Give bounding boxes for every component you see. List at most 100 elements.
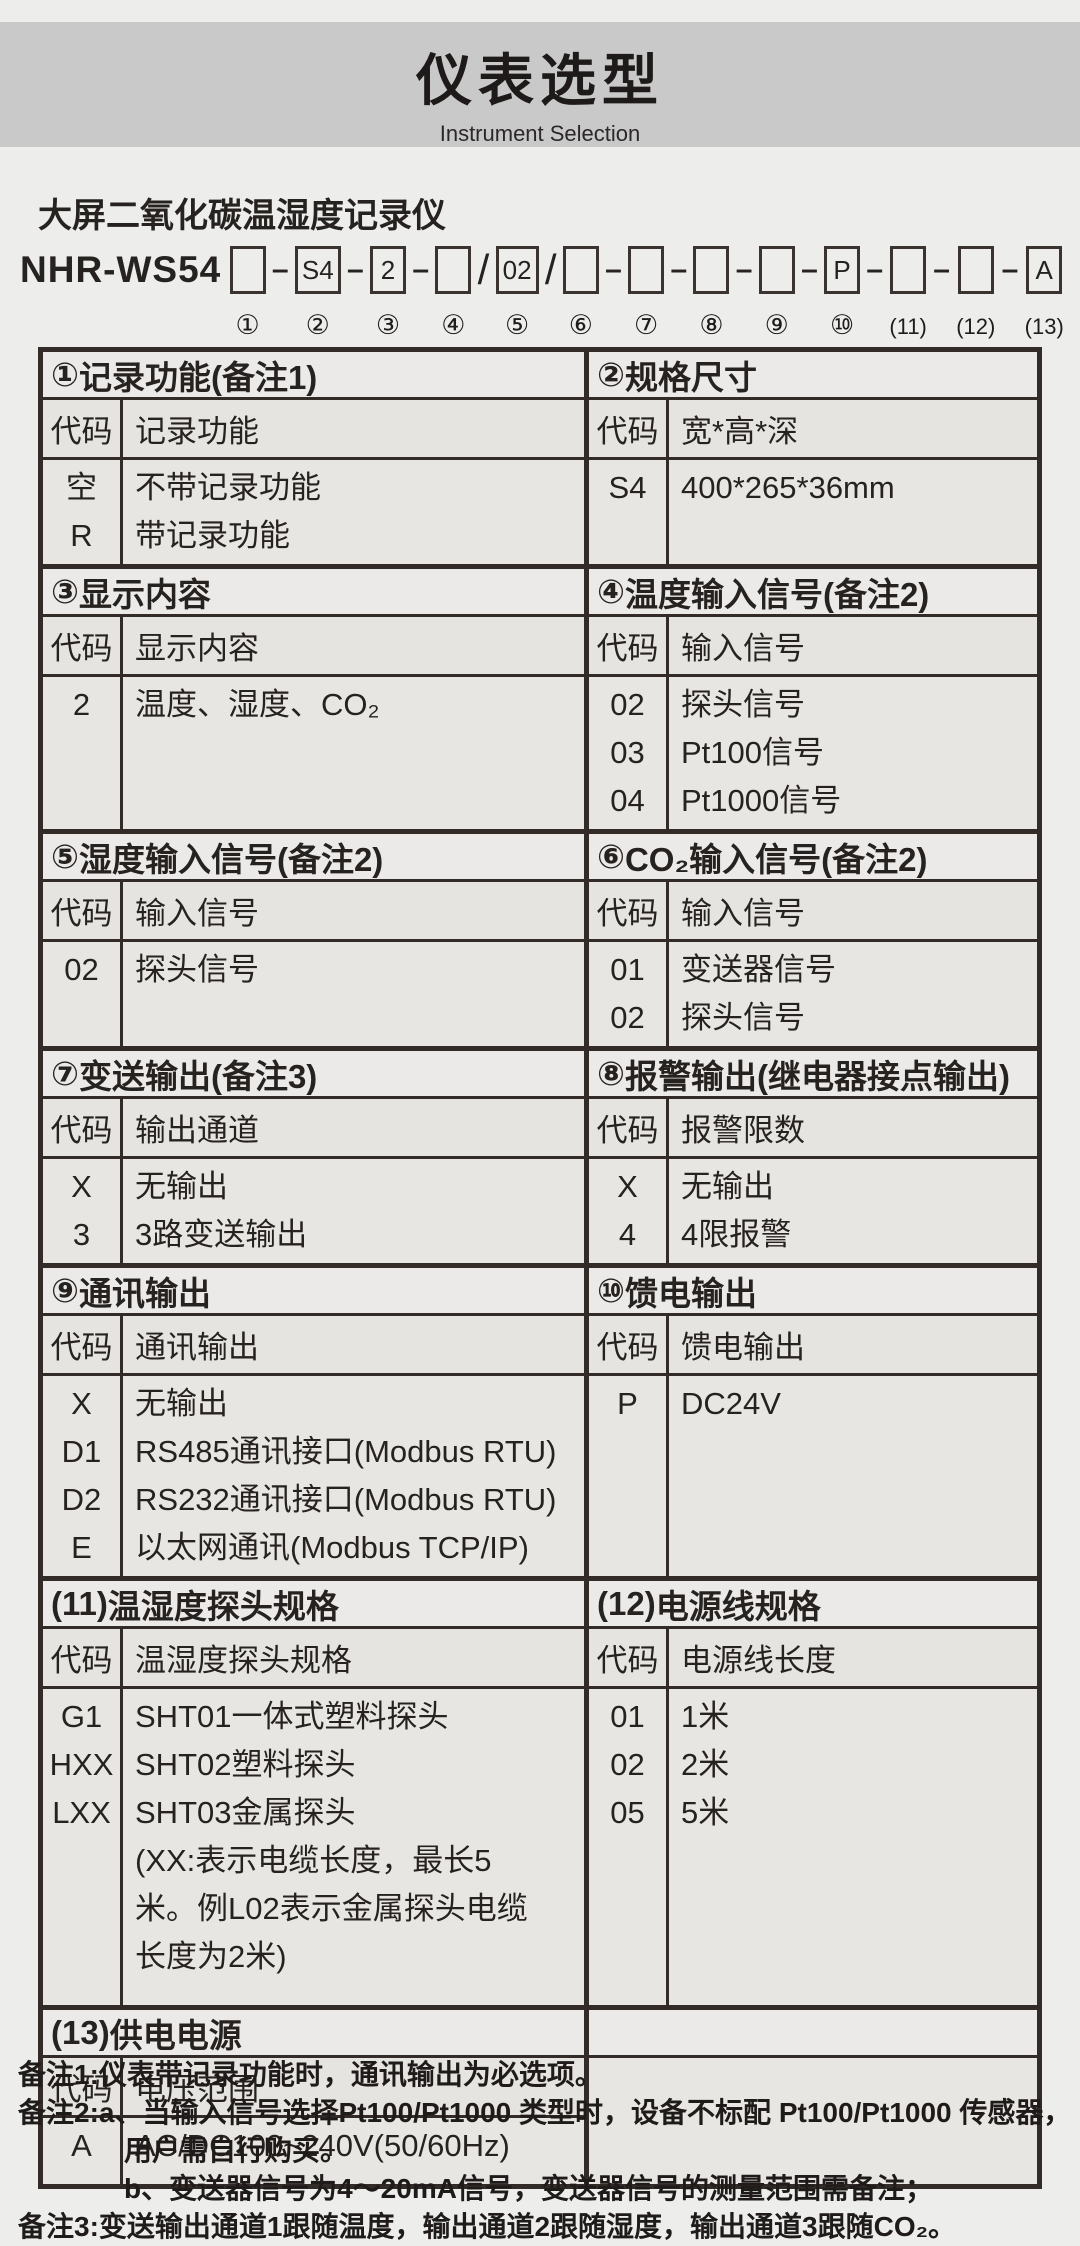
section-title-text: 记录功能(备注1) xyxy=(78,358,318,396)
table-section: (13) 供电电源 代码 电压范围 A AC/DC100~240V(50/60Hz) xyxy=(43,2010,589,2184)
section-data: A AC/DC100~240V(50/60Hz) xyxy=(43,2118,584,2184)
code-value: 2 xyxy=(72,687,91,722)
desc-value: 不带记录功能 xyxy=(135,470,321,505)
desc-value: 2米 xyxy=(681,1747,730,1782)
model-code-box xyxy=(957,246,994,294)
section-column-headers: 代码 电源线长度 xyxy=(589,1629,1037,1689)
model-segment: S4 ② xyxy=(294,246,341,341)
model-code-box: 02 xyxy=(495,246,539,294)
table-section: ⑧ 报警输出(继电器接点输出) 代码 报警限数 X 4 无输出 4限报警 xyxy=(589,1051,1037,1263)
code-column-header: 代码 xyxy=(43,1629,123,1686)
code-cell: 02 xyxy=(43,942,123,1046)
code-column-header: 代码 xyxy=(43,882,123,939)
desc-value: 无输出 xyxy=(135,1169,228,1204)
code-cell: P xyxy=(589,1376,669,1576)
desc-value: AC/DC100~240V(50/60Hz) xyxy=(135,2128,510,2163)
model-segment-label: (13) xyxy=(1024,314,1064,339)
model-segment-label: ② xyxy=(305,310,330,340)
code-value: X xyxy=(617,1169,638,1204)
section-number: ⑧ xyxy=(597,1055,625,1092)
section-column-headers: 代码 电压范围 xyxy=(43,2058,584,2118)
table-section: ⑨ 通讯输出 代码 通讯输出 X D1 D2 E 无输出 RS485通讯接口(Modbus RTU… xyxy=(43,1268,589,1576)
code-value: X xyxy=(71,1386,92,1421)
desc-value: Pt100信号 xyxy=(681,735,825,770)
code-value: 3 xyxy=(72,1217,91,1252)
desc-value: 探头信号 xyxy=(681,1000,805,1035)
code-cell: A xyxy=(43,2118,123,2184)
code-cell: 2 xyxy=(43,677,123,829)
code-value: 03 xyxy=(610,735,645,770)
section-data: 空 R 不带记录功能 带记录功能 xyxy=(43,460,584,564)
model-segment-label: ⑩ xyxy=(829,310,855,340)
page-title: 仪表选型 xyxy=(416,49,664,112)
table-section: ④ 温度输入信号(备注2) 代码 输入信号 02 03 04 探头信号 Pt100信号 Pt100… xyxy=(589,569,1037,829)
code-value: 05 xyxy=(610,1795,645,1830)
section-column-headers: 代码 输入信号 xyxy=(43,882,584,942)
section-title: (11) 温湿度探头规格 xyxy=(43,1581,584,1629)
desc-column-header: 温湿度探头规格 xyxy=(135,1643,352,1678)
desc-value: 变送器信号 xyxy=(681,952,836,987)
table-band: ⑨ 通讯输出 代码 通讯输出 X D1 D2 E 无输出 RS485通讯接口(Modbus RTU… xyxy=(43,1268,1037,1581)
desc-value: 5米 xyxy=(681,1795,730,1830)
desc-column-header: 输入信号 xyxy=(135,896,259,931)
code-value: P xyxy=(617,1386,638,1421)
table-section: ⑥ CO₂输入信号(备注2) 代码 输入信号 01 02 变送器信号 探头信号 xyxy=(589,834,1037,1046)
table-section: ⑩ 馈电输出 代码 馈电输出 P DC24V xyxy=(589,1268,1037,1576)
section-column-headers: 代码 输入信号 xyxy=(589,882,1037,942)
desc-value: 长度为2米) xyxy=(135,1939,287,1974)
section-number: ⑩ xyxy=(597,1272,625,1309)
section-data: P DC24V xyxy=(589,1376,1037,1576)
code-column-header: 代码 xyxy=(589,617,669,674)
desc-value: 温度、湿度、CO₂ xyxy=(135,687,380,722)
code-cell: X D1 D2 E xyxy=(43,1376,123,1576)
desc-value: RS232通讯接口(Modbus RTU) xyxy=(135,1482,557,1517)
note-line: 备注3:变送输出通道1跟随温度，输出通道2跟随湿度，输出通道3跟随CO₂。 xyxy=(18,2211,957,2242)
section-number: ⑥ xyxy=(597,838,625,875)
section-title-text: 温度输入信号(备注2) xyxy=(624,575,930,613)
model-segment: ① xyxy=(229,246,266,341)
section-title-text: 规格尺寸 xyxy=(624,358,757,396)
section-data: 2 温度、湿度、CO₂ xyxy=(43,677,584,829)
section-column-headers: 代码 记录功能 xyxy=(43,400,584,460)
model-separator: – xyxy=(1001,253,1019,286)
model-segment-label: (12) xyxy=(956,314,996,339)
desc-cell: 无输出 4限报警 xyxy=(669,1159,1037,1263)
section-column-headers: 代码 输出通道 xyxy=(43,1099,584,1159)
table-band: ⑤ 湿度输入信号(备注2) 代码 输入信号 02 探头信号 ⑥ CO₂输入信号(备注2) 代码输… xyxy=(43,834,1037,1051)
section-data: 01 02 05 1米 2米 5米 xyxy=(589,1689,1037,2005)
code-cell: G1 HXX LXX xyxy=(43,1689,123,2005)
code-column-header: 代码 xyxy=(43,2058,123,2115)
desc-value: 以太网通讯(Modbus TCP/IP) xyxy=(135,1530,529,1565)
section-number: (11) xyxy=(51,1584,108,1622)
model-segment: (12) xyxy=(956,246,995,340)
model-segment-label: ④ xyxy=(441,310,466,340)
model-separator: – xyxy=(866,253,884,286)
table-section: ② 规格尺寸 代码 宽*高*深 S4 400*265*36mm xyxy=(589,352,1037,564)
model-code-box xyxy=(435,246,472,294)
model-segment: ⑨ xyxy=(758,246,795,341)
desc-value: Pt1000信号 xyxy=(681,783,842,818)
section-title-text: 变送输出(备注3) xyxy=(78,1057,318,1095)
desc-value: RS485通讯接口(Modbus RTU) xyxy=(135,1434,557,1469)
code-cell: S4 xyxy=(589,460,669,564)
code-value: 04 xyxy=(610,783,645,818)
model-separator: – xyxy=(933,253,950,286)
code-value: LXX xyxy=(52,1795,111,1830)
model-segment-label: ⑤ xyxy=(504,310,530,340)
desc-value: 4限报警 xyxy=(681,1217,792,1252)
model-code-row: NHR-WS54 ① – S4 ② –2 ③ – ④/02 ⑤ / ⑥ – ⑦ – ⑧ – ⑨ – P ⑩ – (11) –… xyxy=(20,246,1064,341)
model-segment-label: ⑥ xyxy=(568,310,593,340)
notes-block: 备注1:仪表带记录功能时，通讯输出为必选项。 备注2:a、当输入信号选择Pt100… xyxy=(18,2056,1071,2246)
code-column-header: 代码 xyxy=(43,400,123,457)
desc-cell: 探头信号 xyxy=(123,942,584,1046)
desc-value: 1米 xyxy=(681,1699,730,1734)
table-band: (11) 温湿度探头规格 代码 温湿度探头规格 G1 HXX LXX SHT01一体式塑料探… xyxy=(43,1581,1037,2010)
section-title: ③ 显示内容 xyxy=(43,569,584,617)
desc-value: SHT03金属探头 xyxy=(135,1795,356,1830)
code-value xyxy=(43,1885,120,1933)
desc-cell: 探头信号 Pt100信号 Pt1000信号 xyxy=(669,677,1037,829)
table-band: ⑦ 变送输出(备注3) 代码 输出通道 X 3 无输出 3路变送输出 ⑧ 报警输出(继电器接点输出… xyxy=(43,1051,1037,1268)
